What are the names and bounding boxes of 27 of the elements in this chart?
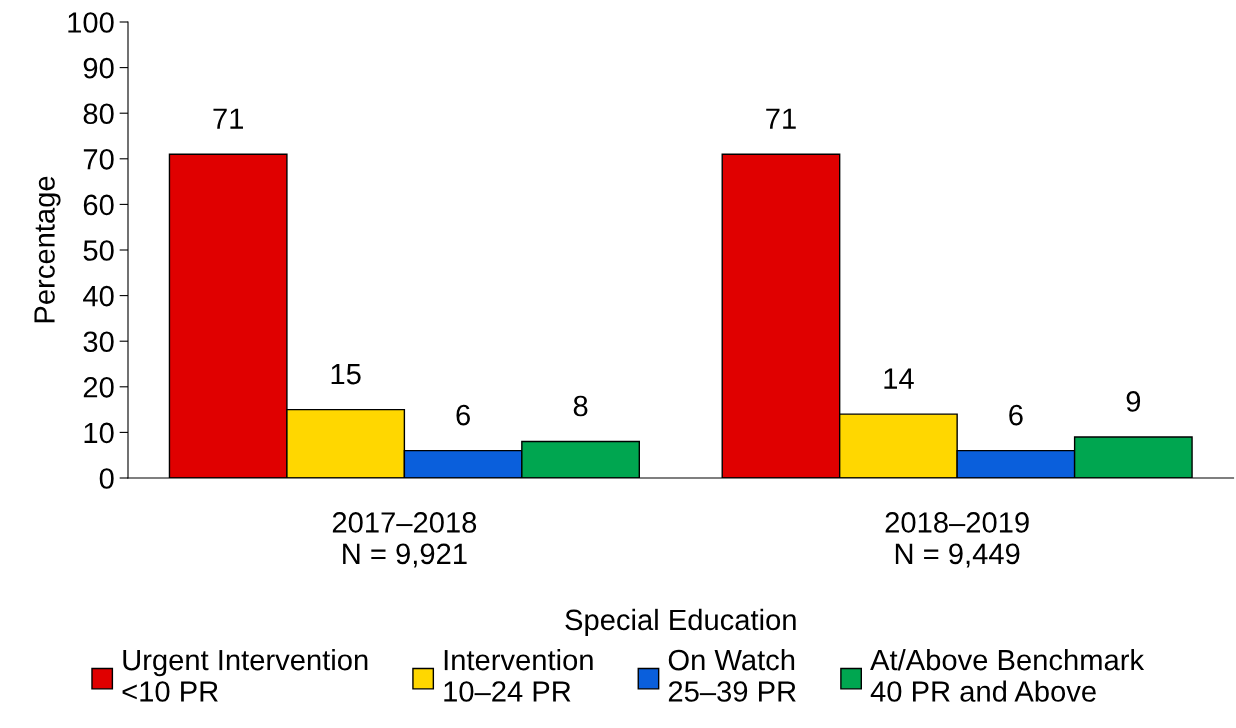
y-tick-label: 60 (83, 194, 114, 216)
data-label: 9 (1126, 391, 1141, 412)
y-tick-label: 30 (83, 331, 114, 353)
y-axis-title: Percentage (34, 176, 61, 323)
data-label: 6 (1009, 404, 1023, 426)
x-tick-label: 2018–2019 N = 9,449 (885, 512, 1029, 568)
data-label: 71 (213, 108, 243, 129)
legend-label: Urgent Intervention <10 PR (122, 648, 368, 702)
y-tick-label: 50 (83, 240, 114, 261)
data-label: 14 (884, 368, 914, 389)
y-tick-label: 40 (83, 285, 114, 307)
y-tick-label: 0 (99, 468, 114, 489)
data-label: 71 (766, 108, 796, 129)
legend-label: At/Above Benchmark 40 PR and Above (870, 648, 1145, 702)
y-tick-label: 90 (83, 57, 114, 79)
y-tick-label: 100 (68, 12, 114, 33)
data-label: 15 (331, 364, 361, 385)
legend-label: On Watch 25–39 PR (668, 648, 796, 702)
y-tick-label: 70 (83, 149, 114, 170)
data-label: 8 (573, 395, 588, 417)
legend-label: Intervention 10–24 PR (444, 648, 593, 702)
y-tick-label: 10 (84, 422, 114, 444)
y-tick-label: 80 (83, 103, 114, 125)
x-tick-label: 2017–2018 N = 9,921 (332, 512, 477, 568)
data-label: 6 (456, 404, 470, 426)
x-axis-title: Special Education (565, 608, 796, 637)
y-tick-label: 20 (83, 377, 114, 398)
